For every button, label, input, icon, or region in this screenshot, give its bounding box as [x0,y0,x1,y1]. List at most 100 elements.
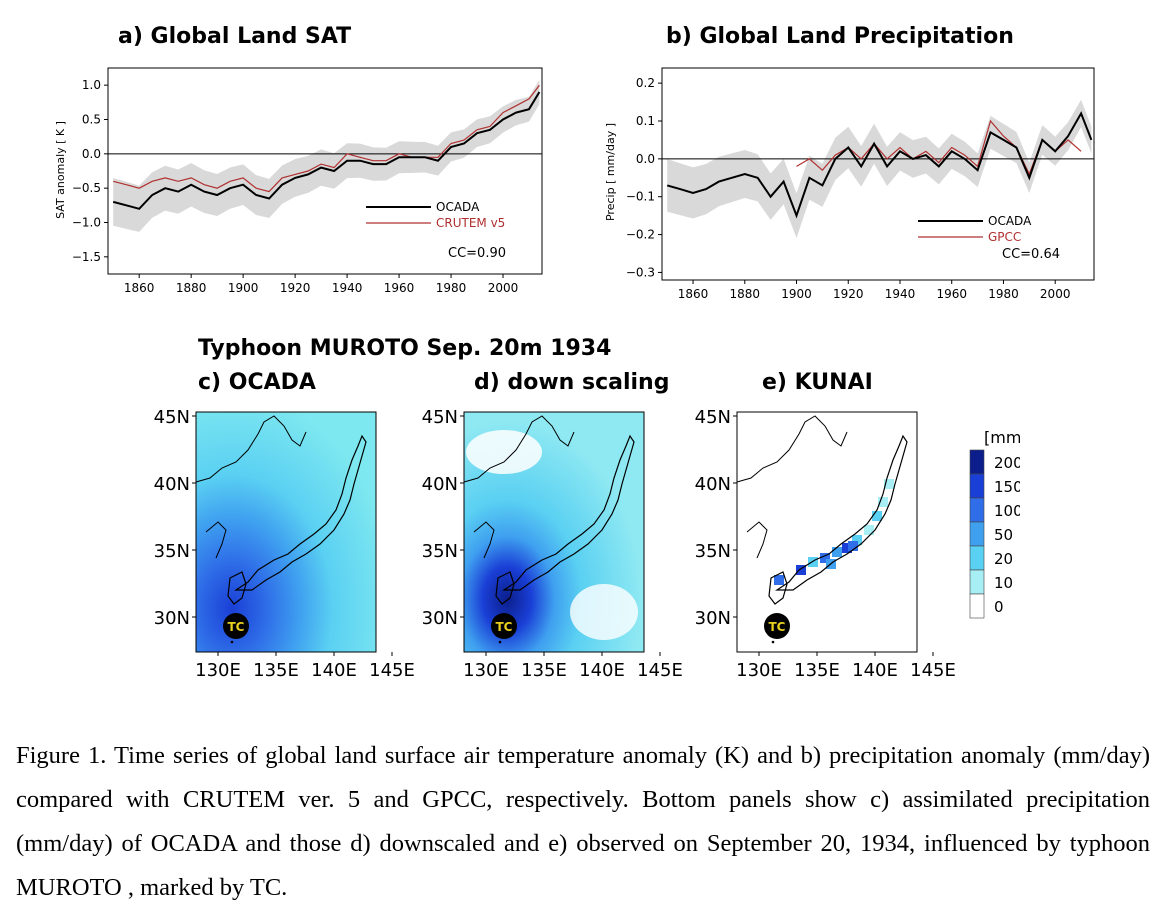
x-tick-label: 2000 [1040,287,1071,300]
series-line-crutem-v5 [113,84,540,193]
lat-tick-label: 30N [154,608,190,629]
station-cell [884,479,894,489]
island-dot [230,640,234,644]
lon-tick-label: 145E [910,660,956,681]
station-cell [878,497,888,507]
tc-marker: TC [223,613,249,639]
tc-marker: TC [764,613,790,639]
coastline-japan [234,434,367,591]
series-line-ocada [112,91,541,210]
x-tick-label: 1960 [936,287,967,300]
coastline-kyushu [495,571,515,605]
coastline-asia [195,415,307,559]
coastline-kyushu [768,571,788,605]
colorbar-label: 20 [994,550,1013,568]
y-tick-label: −1.5 [72,250,101,264]
island-dot [771,640,775,644]
x-tick-label: 1860 [124,281,155,295]
colorbar-label: 200 [994,454,1020,472]
lat-tick-label: 40N [422,474,458,495]
map-c-title: c) OCADA [198,370,316,395]
station-cell [848,541,858,551]
y-tick-label: 0.1 [636,114,655,128]
x-tick-label: 1940 [885,287,916,300]
precip-maps: TC 45N 40N 35N 30N 130E 135E 140E 145E TC 45N 40N 35… [154,407,1020,681]
plot-frame [661,67,1095,281]
x-tick-label: 2000 [488,281,519,295]
lon-tick-label: 130E [736,660,782,681]
y-tick-label: 0.5 [82,113,101,127]
lon-tick-label: 145E [369,660,415,681]
typhoon-title: Typhoon MUROTO Sep. 20m 1934 [198,336,612,361]
x-tick-label: 1920 [833,287,864,300]
lon-tick-label: 135E [521,660,567,681]
lat-tick-label: 45N [422,407,458,428]
island-dot [498,640,502,644]
legend-label: CRUTEM v5 [436,216,505,230]
chart-a-title: a) Global Land SAT [118,24,352,49]
coastline-japan [502,434,635,591]
lat-tick-label: 35N [695,541,731,562]
x-tick-label: 1960 [384,281,415,295]
tc-label: TC [228,620,245,634]
x-tick-label: 1900 [228,281,259,295]
map-panel-e: TC 45N 40N 35N 30N 130E 135E 140E 145E [695,407,956,681]
lon-tick-label: 140E [852,660,898,681]
y-tick-label: −0.5 [72,181,101,195]
station-cell [808,557,818,567]
tc-label: TC [496,620,513,634]
chart-b-spread [667,99,1092,238]
x-tick-label: 1980 [988,287,1019,300]
station-cell [864,525,874,535]
tc-label: TC [769,620,786,634]
figure-caption: Figure 1. Time series of global land sur… [16,742,1150,901]
map-panel-d: TC 45N 40N 35N 30N 130E 135E 140E 145E [422,407,683,681]
x-tick-label: 1980 [436,281,467,295]
y-tick-label: −1.0 [72,216,101,230]
x-tick-label: 1860 [678,287,709,300]
colorbar-swatch [969,473,985,499]
lon-tick-label: 130E [463,660,509,681]
lon-tick-label: 140E [579,660,625,681]
colorbar-label: 50 [994,526,1013,544]
colorbar-label: 150 [994,478,1020,496]
y-tick-label: 1.0 [82,78,101,92]
map-panel-c: TC 45N 40N 35N 30N 130E 135E 140E 145E [154,407,415,681]
x-tick-label: 1940 [332,281,363,295]
station-cell [796,565,806,575]
lat-tick-label: 45N [695,407,731,428]
lon-tick-label: 145E [637,660,683,681]
lon-tick-label: 135E [253,660,299,681]
coastline-asia [736,415,848,559]
map-d-title: d) down scaling [474,370,670,395]
series-line-ocada [666,111,1093,219]
tc-circle [491,613,517,639]
x-tick-label: 1880 [176,281,207,295]
dry-area [466,430,542,474]
cc-label: CC=0.64 [1002,247,1060,262]
y-tick-label: −0.1 [626,190,655,204]
lon-tick-label: 135E [794,660,840,681]
map-e-title: e) KUNAI [762,370,873,395]
legend-label: OCADA [436,200,480,214]
coastline-kyushu [227,571,247,605]
station-cell [842,543,852,553]
station-cell [820,553,830,563]
colorbar-swatch [969,545,985,571]
colorbar-label: 100 [994,502,1020,520]
lat-tick-label: 30N [695,608,731,629]
x-tick-label: 1880 [730,287,761,300]
station-cell [872,511,882,521]
plot-frame [107,67,543,275]
coastline-japan [775,434,908,591]
chart-b-precip: Precip [ mm/day ] 0.2 0.1 0.0 −0.1 −0.2 −0.3 1… [604,67,1095,300]
lon-tick-label: 140E [311,660,357,681]
lat-tick-label: 40N [695,474,731,495]
y-tick-label: −0.3 [626,265,655,279]
y-tick-label: 0.2 [636,76,655,90]
x-tick-label: 1900 [781,287,812,300]
station-cell [774,575,784,585]
colorbar-label: 10 [994,574,1013,592]
colorbar-label: 0 [994,598,1004,616]
